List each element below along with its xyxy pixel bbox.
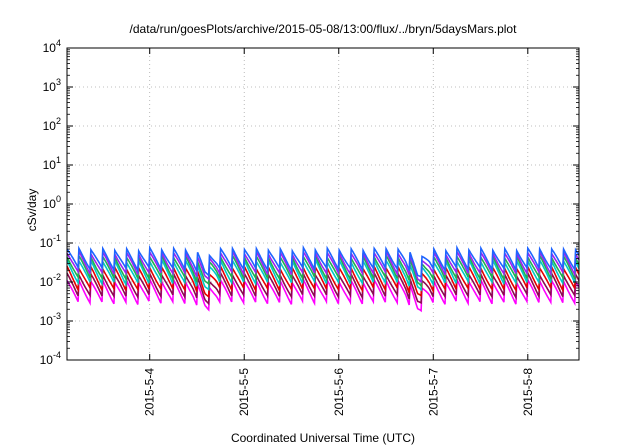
y-axis-title: cSv/day	[25, 189, 39, 232]
y-axis-label: cSv/day	[25, 189, 39, 232]
series-line	[66, 270, 580, 306]
series-line	[66, 248, 580, 284]
y-tick-label: 102	[43, 116, 61, 133]
x-tick-label: 2015-5-8	[521, 368, 535, 416]
x-tick-label: 2015-5-4	[143, 368, 157, 416]
plot-area	[66, 244, 580, 313]
chart-title: /data/run/goesPlots/archive/2015-05-08/1…	[130, 22, 518, 36]
series-line	[66, 244, 580, 279]
y-tick-label: 104	[43, 38, 61, 55]
y-tick-label: 10-3	[40, 311, 61, 328]
y-tick-label: 101	[43, 155, 61, 172]
y-tick-label: 10-2	[40, 272, 61, 289]
x-tick-label: 2015-5-5	[237, 368, 251, 416]
y-tick-label: 103	[43, 77, 61, 94]
x-tick-label: 2015-5-7	[426, 368, 440, 416]
series-line	[66, 276, 580, 313]
grid-lines	[67, 48, 579, 360]
y-tick-label: 100	[43, 194, 61, 211]
x-tick-label: 2015-5-6	[332, 368, 346, 416]
x-axis-label: Coordinated Universal Time (UTC)	[231, 431, 415, 445]
axis-ticks: 10-4 10-3 10-2 10-1 100 101 102 103 104 2015-5-4 2…	[40, 38, 579, 416]
series-line	[66, 263, 580, 299]
series-line	[66, 256, 580, 292]
series-line	[66, 252, 580, 288]
y-tick-label: 10-4	[40, 350, 61, 367]
y-tick-label: 10-1	[40, 233, 61, 250]
